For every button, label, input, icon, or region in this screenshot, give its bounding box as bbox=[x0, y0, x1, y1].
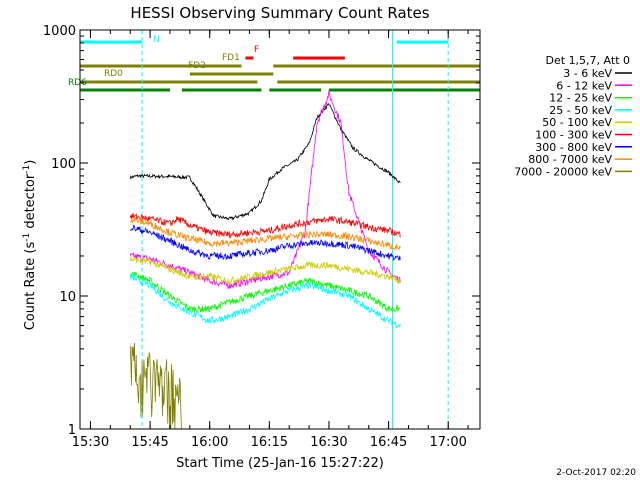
legend-label: 3 - 6 keV bbox=[563, 67, 612, 80]
y-axis-label-part: -1 bbox=[22, 165, 32, 174]
legend-label: 25 - 50 keV bbox=[549, 104, 612, 117]
y-axis-label-part: -1 bbox=[22, 233, 32, 242]
x-tick-label: 16:30 bbox=[310, 435, 347, 450]
y-tick-label: 100 bbox=[51, 157, 76, 172]
x-tick-label: 15:45 bbox=[131, 435, 168, 450]
status-label-rd6: RD6 bbox=[68, 78, 87, 88]
status-label-n: N bbox=[153, 35, 160, 45]
series-line-25-50keV bbox=[129, 272, 401, 329]
legend-label: 800 - 7000 keV bbox=[528, 153, 612, 166]
y-tick-label: 10 bbox=[59, 290, 76, 305]
series-line-100-300keV bbox=[129, 212, 401, 239]
legend-label: 7000 - 20000 keV bbox=[514, 165, 612, 178]
series-line-12-25keV bbox=[129, 271, 401, 314]
x-tick-label: 15:30 bbox=[72, 435, 109, 450]
axes: 1 10 100 1000 15:30 15:45 16:00 16:15 16:30 16:45… bbox=[43, 24, 481, 450]
series-line-7000-20000keV bbox=[129, 342, 182, 430]
status-label-rd0: RD0 bbox=[104, 69, 123, 79]
plot-frame bbox=[79, 29, 481, 430]
y-tick-label: 1000 bbox=[43, 24, 76, 39]
legend-label: 300 - 800 keV bbox=[535, 141, 612, 154]
x-tick-label: 16:00 bbox=[191, 435, 228, 450]
legend-label: 6 - 12 keV bbox=[556, 79, 612, 92]
chart-title: HESSI Observing Summary Count Rates bbox=[130, 4, 429, 22]
plot-area: N F FD1 FD2 RD0 RD6 bbox=[68, 30, 480, 430]
legend-label: 12 - 25 keV bbox=[549, 92, 612, 105]
y-axis-label-part: ) bbox=[23, 160, 38, 165]
y-tick-label: 1 bbox=[68, 423, 76, 438]
x-tick-label: 17:00 bbox=[429, 435, 466, 450]
y-axis-label-part: Count Rate (s bbox=[23, 242, 38, 331]
series-line-300-800keV bbox=[129, 224, 401, 262]
x-axis-label: Start Time (25-Jan-16 15:27:22) bbox=[176, 456, 384, 471]
x-tick-label: 16:45 bbox=[370, 435, 407, 450]
status-label-f: F bbox=[254, 45, 259, 55]
series-line-3-6keV bbox=[129, 102, 401, 221]
y-axis-label-part: detector bbox=[23, 173, 38, 233]
legend-label: 100 - 300 keV bbox=[535, 129, 612, 142]
x-tick-label: 16:15 bbox=[251, 435, 288, 450]
series-line-50-100keV bbox=[129, 256, 401, 285]
footer-date: 2-Oct-2017 02:20 bbox=[556, 468, 636, 478]
series-line-800-7000keV bbox=[129, 216, 401, 251]
legend-title: Det 1,5,7, Att 0 bbox=[546, 54, 630, 67]
status-label-fd1: FD1 bbox=[222, 53, 240, 63]
legend-label: 50 - 100 keV bbox=[542, 116, 612, 129]
y-axis-label: Count Rate (s-1 detector-1) bbox=[22, 160, 38, 331]
status-label-fd2: FD2 bbox=[188, 61, 206, 71]
